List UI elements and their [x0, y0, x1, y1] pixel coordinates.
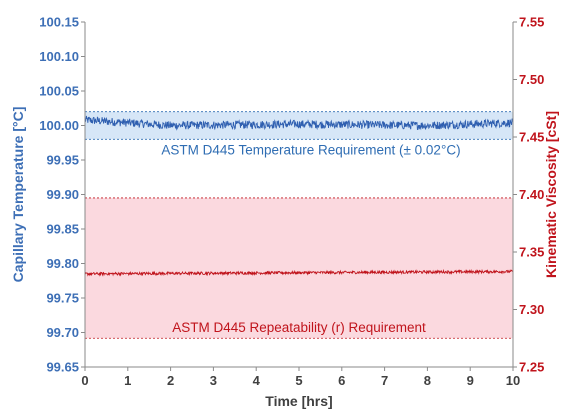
y-axis-right-title: Kinematic Viscosity [cSt]	[543, 111, 559, 278]
x-tick-label: 4	[253, 373, 261, 388]
y-left-tick-label: 100.15	[39, 15, 79, 30]
x-tick-label: 3	[210, 373, 217, 388]
y-left-tick-label: 99.75	[46, 291, 79, 306]
band-1-label: ASTM D445 Repeatability (r) Requirement	[172, 320, 426, 335]
x-tick-label: 5	[295, 373, 302, 388]
x-tick-label: 6	[338, 373, 345, 388]
requirement-bands	[85, 111, 513, 339]
y-left-tick-label: 99.65	[46, 360, 79, 375]
y-right-tick-label: 7.35	[519, 245, 544, 260]
y-left-tick-label: 99.70	[46, 325, 79, 340]
ticks-group: 99.65 99.70 99.75 99.80 99.85 99.90 99.95 100.0…	[39, 15, 544, 389]
x-tick-label: 2	[167, 373, 174, 388]
annotations-group: ASTM D445 Temperature Requirement (± 0.0…	[161, 143, 460, 335]
x-tick-label: 1	[124, 373, 131, 388]
series-group	[84, 115, 514, 277]
y-right-tick-label: 7.50	[519, 72, 544, 87]
x-tick-label: 8	[424, 373, 431, 388]
y-left-tick-label: 100.05	[39, 84, 79, 99]
y-axis-left-title: Capillary Temperature [°C]	[10, 107, 26, 283]
y-left-tick-label: 100.00	[39, 118, 79, 133]
y-left-tick-label: 99.90	[46, 187, 79, 202]
y-right-tick-label: 7.30	[519, 302, 544, 317]
series-line-1	[84, 268, 514, 277]
y-right-tick-label: 7.45	[519, 130, 544, 145]
x-tick-label: 10	[506, 373, 520, 388]
x-tick-label: 0	[81, 373, 88, 388]
band-1	[85, 197, 513, 339]
y-right-tick-label: 7.25	[519, 360, 544, 375]
y-left-tick-label: 99.80	[46, 256, 79, 271]
x-axis-title: Time [hrs]	[265, 393, 332, 409]
x-tick-label: 9	[467, 373, 474, 388]
x-tick-label: 7	[381, 373, 388, 388]
band-0-label: ASTM D445 Temperature Requirement (± 0.0…	[161, 143, 460, 158]
y-right-tick-label: 7.55	[519, 15, 544, 30]
y-left-tick-label: 99.85	[46, 222, 79, 237]
y-left-tick-label: 99.95	[46, 153, 79, 168]
y-left-tick-label: 100.10	[39, 49, 79, 64]
series-line-0	[84, 115, 514, 131]
y-right-tick-label: 7.40	[519, 187, 544, 202]
